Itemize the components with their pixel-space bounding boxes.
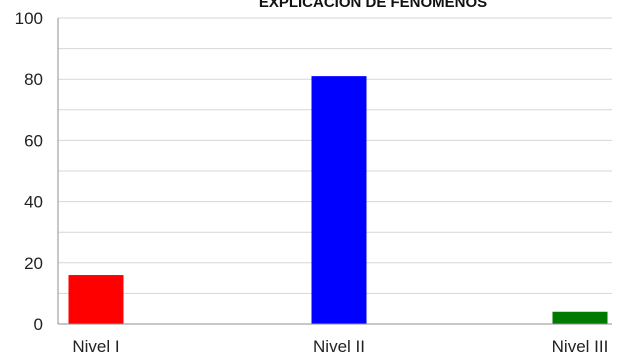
bar-nivel-i <box>68 275 124 324</box>
x-category-labels: Nivel I Nivel II Nivel III <box>72 337 608 356</box>
y-tick-label: 80 <box>24 70 43 89</box>
axes <box>57 18 612 325</box>
bars <box>68 76 608 324</box>
y-tick-label: 60 <box>24 131 43 150</box>
bar-nivel-ii <box>311 76 367 324</box>
y-tick-label: 40 <box>24 193 43 212</box>
x-category-label: Nivel I <box>72 337 119 356</box>
y-tick-label: 20 <box>24 254 43 273</box>
y-tick-labels: 0 20 40 60 80 100 <box>15 9 43 334</box>
chart-title: EXPLICACIÓN DE FENÓMENOS <box>259 0 487 11</box>
y-tick-label: 0 <box>34 315 43 334</box>
x-category-label: Nivel II <box>313 337 365 356</box>
bar-nivel-iii <box>552 311 608 324</box>
x-category-label: Nivel III <box>552 337 609 356</box>
y-tick-label: 100 <box>15 9 43 28</box>
